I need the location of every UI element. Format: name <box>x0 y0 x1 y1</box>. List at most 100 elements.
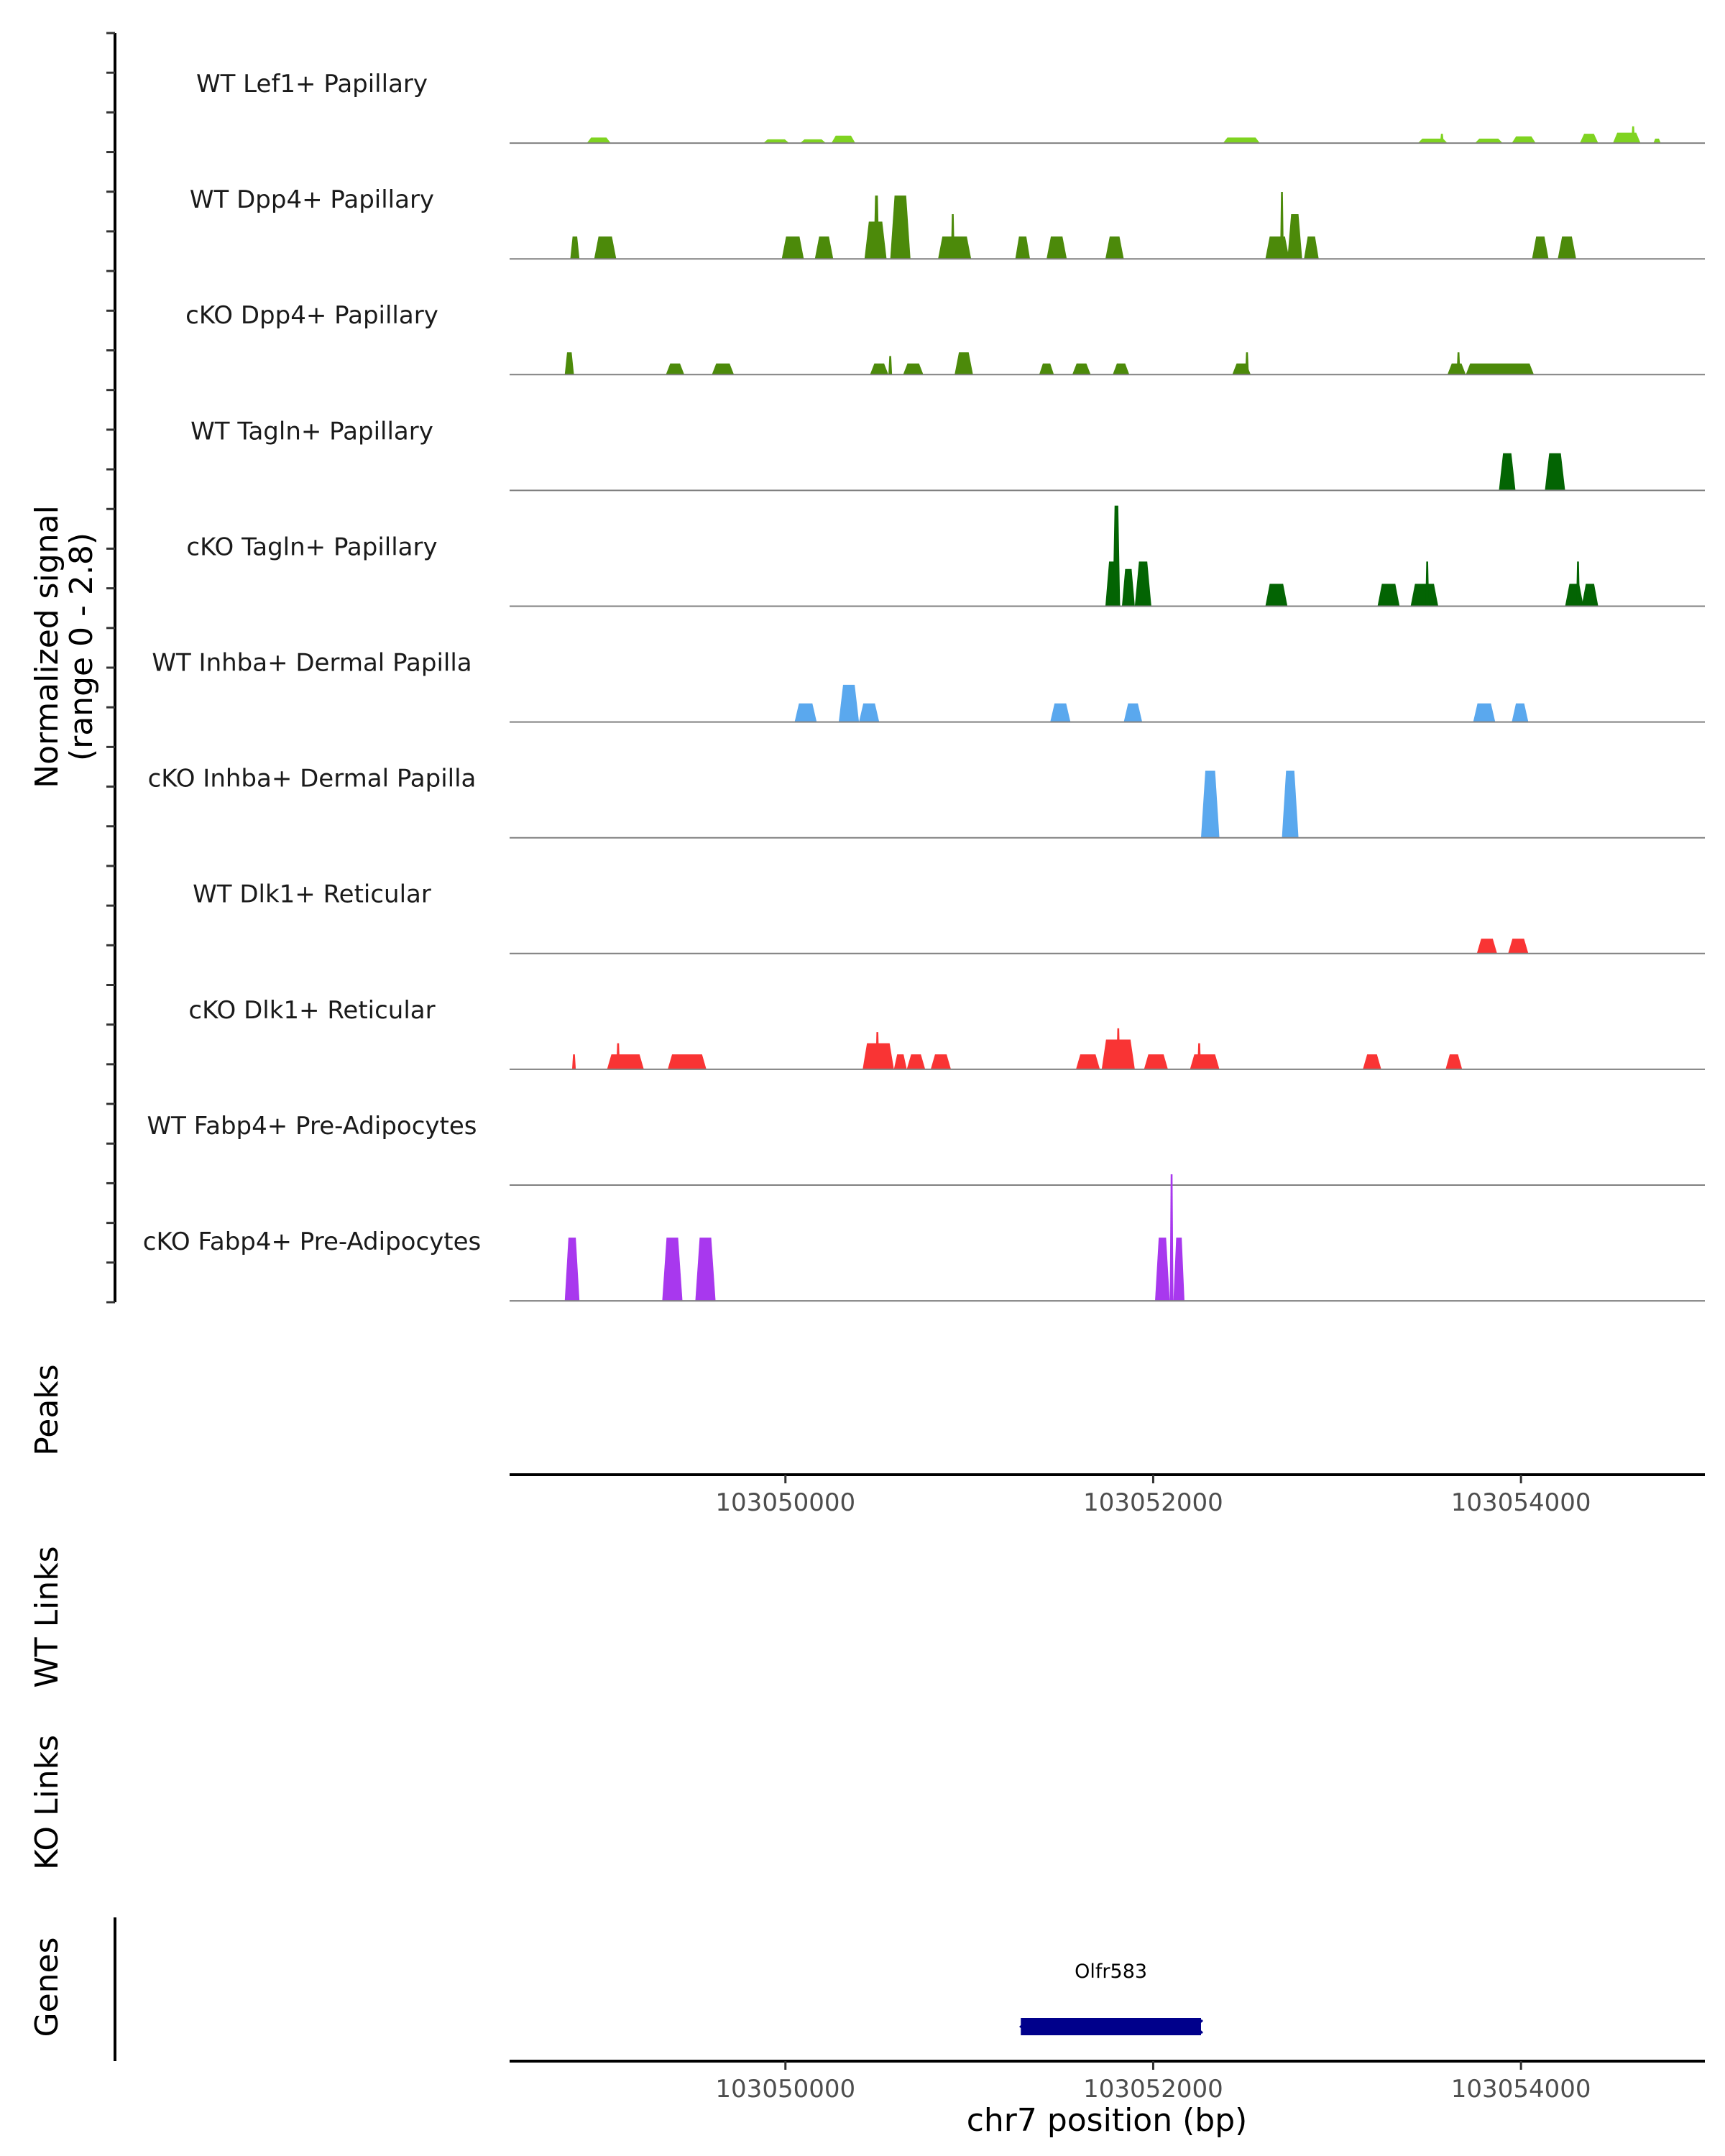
track-label: cKO Tagln+ Papillary <box>186 533 437 561</box>
track-6: cKO Inhba+ Dermal Papilla <box>148 765 1705 839</box>
signal-peak <box>1076 1054 1100 1069</box>
track-label: cKO Fabp4+ Pre-Adipocytes <box>143 1227 482 1256</box>
signal-peak <box>1287 214 1302 259</box>
signal-peak <box>859 703 880 722</box>
signal-peak <box>794 703 817 722</box>
signal-peak <box>1545 453 1565 491</box>
signal-peak <box>1425 561 1430 607</box>
genes-panel-title: Genes <box>29 1937 65 2037</box>
signal-peak <box>1116 1028 1121 1069</box>
signal-peak <box>1265 584 1288 607</box>
signal-peak <box>594 236 617 259</box>
track-label: cKO Inhba+ Dermal Papilla <box>148 765 477 793</box>
signal-peak <box>1113 363 1130 375</box>
ko-links-panel-title: KO Links <box>29 1735 65 1870</box>
signal-peak <box>1046 236 1067 259</box>
signal-peak <box>1466 363 1535 375</box>
signal-peak <box>1050 703 1071 722</box>
signal-peak <box>1200 770 1220 838</box>
signal-peak <box>1613 132 1641 144</box>
signal-peak <box>1245 352 1249 375</box>
signal-peak <box>938 236 972 259</box>
signal-peak <box>1304 236 1319 259</box>
x-tick-label: 103054000 <box>1451 2075 1591 2104</box>
track-label: WT Dlk1+ Reticular <box>193 880 431 909</box>
signal-peak <box>1410 584 1439 607</box>
signal-peak <box>763 139 789 144</box>
x-tick-label: 103050000 <box>715 2075 855 2104</box>
signal-peak <box>1190 1054 1220 1069</box>
signal-peak <box>903 363 924 375</box>
signal-peak <box>906 1054 926 1069</box>
strand-arrow <box>1193 2019 1203 2035</box>
signal-peak <box>1072 363 1091 375</box>
signal-peak <box>1155 1238 1170 1302</box>
gene-annotation-track: Olfr583 <box>1019 1961 1203 2035</box>
track-label: WT Dpp4+ Papillary <box>190 185 434 214</box>
signal-peak <box>1282 770 1299 838</box>
signal-peak <box>831 135 855 144</box>
x-tick-label: 103054000 <box>1451 1488 1591 1517</box>
peaks-panel-title: Peaks <box>29 1364 65 1455</box>
signal-peak <box>1532 236 1549 259</box>
genes-x-axis: 103050000 103052000 103054000 <box>715 2061 1591 2104</box>
track-label: WT Fabp4+ Pre-Adipocytes <box>147 1112 477 1141</box>
signal-peak <box>954 352 973 375</box>
signal-peak <box>873 195 880 259</box>
signal-peak <box>1499 453 1516 491</box>
signal-peak <box>1440 134 1444 144</box>
signal-peak <box>870 363 889 375</box>
signal-peak <box>888 356 893 375</box>
signal-peak <box>1447 363 1466 375</box>
gene-label: Olfr583 <box>1075 1961 1147 1983</box>
signal-peak <box>662 1238 683 1302</box>
signal-peak <box>951 214 955 259</box>
signal-peak <box>1223 137 1260 144</box>
track-label: WT Lef1+ Papillary <box>196 70 428 98</box>
signal-peak <box>1173 1238 1184 1302</box>
signal-peak <box>570 236 580 259</box>
track-4: cKO Tagln+ Papillary <box>186 505 1705 607</box>
track-1: WT Dpp4+ Papillary <box>190 185 1705 260</box>
signal-peak <box>1363 1054 1381 1069</box>
coverage-y-ticks <box>106 32 115 1304</box>
signal-peak <box>1512 136 1536 144</box>
signal-peak <box>586 137 611 144</box>
track-5: WT Inhba+ Dermal Papilla <box>152 649 1705 723</box>
signal-peak <box>1653 138 1661 144</box>
signal-peak <box>666 363 685 375</box>
signal-peak <box>800 139 827 144</box>
signal-peak <box>1476 939 1497 954</box>
signal-peak <box>712 363 735 375</box>
signal-peak <box>875 1032 880 1069</box>
signal-peak <box>1508 939 1529 954</box>
signal-peak <box>1631 126 1635 144</box>
signal-peak <box>564 352 574 375</box>
x-tick-label: 103050000 <box>715 1488 855 1517</box>
track-0: WT Lef1+ Papillary <box>196 70 1705 144</box>
signal-peak <box>1197 1043 1201 1069</box>
track-3: WT Tagln+ Papillary <box>190 417 1705 492</box>
coverage-tracks: WT Lef1+ Papillary WT Dpp4+ Papillary cKO … <box>143 70 1705 1302</box>
signal-peak <box>607 1054 644 1069</box>
signal-peak <box>571 1054 576 1069</box>
signal-peak <box>781 236 804 259</box>
signal-peak <box>1039 363 1054 375</box>
signal-peak <box>1169 1174 1174 1302</box>
signal-peak <box>1512 703 1529 722</box>
track-label: WT Inhba+ Dermal Papilla <box>152 649 472 678</box>
signal-peak <box>1123 703 1143 722</box>
signal-peak <box>1015 236 1031 259</box>
track-label: cKO Dlk1+ Reticular <box>188 996 435 1025</box>
track-10: cKO Fabp4+ Pre-Adipocytes <box>143 1174 1705 1302</box>
signal-peak <box>930 1054 952 1069</box>
signal-peak <box>890 195 911 259</box>
signal-peak <box>616 1043 620 1069</box>
track-label: WT Tagln+ Papillary <box>190 417 433 446</box>
track-2: cKO Dpp4+ Papillary <box>185 301 1705 376</box>
signal-peak <box>1113 505 1121 607</box>
signal-peak <box>564 1238 580 1302</box>
track-8: cKO Dlk1+ Reticular <box>188 996 1705 1070</box>
